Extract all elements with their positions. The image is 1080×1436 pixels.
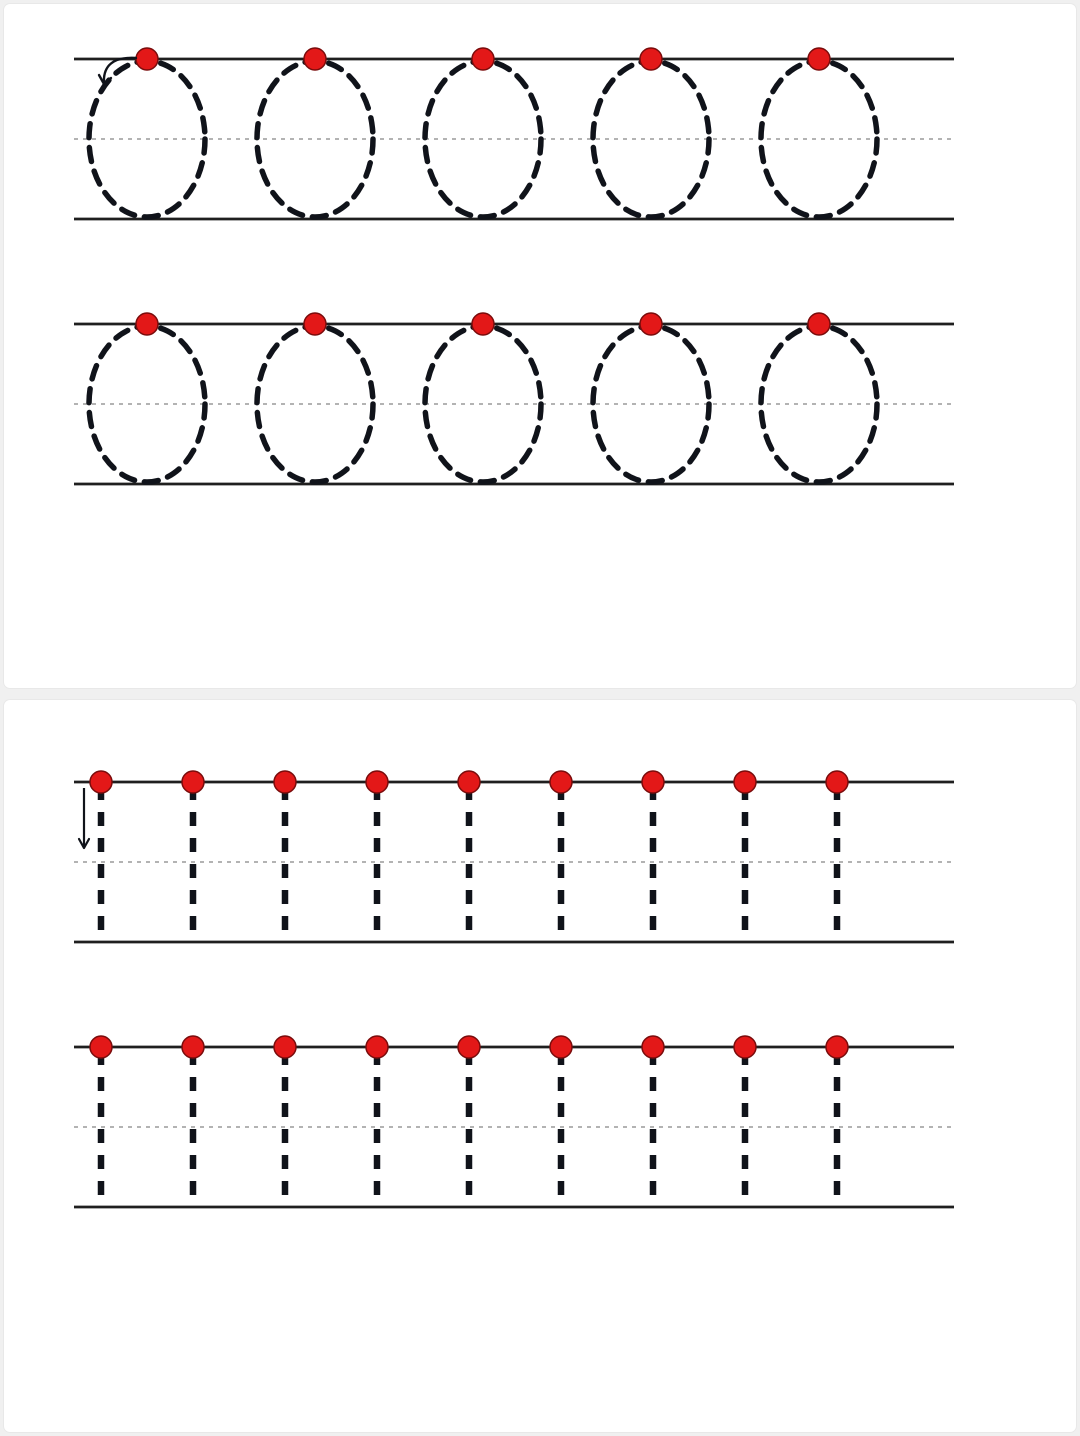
start-dot: [808, 48, 830, 70]
start-dot: [640, 313, 662, 335]
start-dot: [136, 313, 158, 335]
start-dot: [182, 1036, 204, 1058]
start-dot: [182, 771, 204, 793]
start-dot: [136, 48, 158, 70]
start-dot: [550, 1036, 572, 1058]
worksheet-svg: [4, 4, 1076, 688]
start-dot: [826, 1036, 848, 1058]
worksheet-container: [0, 0, 1080, 1436]
start-dot: [274, 771, 296, 793]
start-dot: [640, 48, 662, 70]
start-dot: [458, 771, 480, 793]
worksheet-page-lines: [4, 700, 1076, 1432]
start-dot: [366, 771, 388, 793]
start-dot: [472, 48, 494, 70]
start-dot: [304, 313, 326, 335]
start-dot: [90, 771, 112, 793]
start-dot: [808, 313, 830, 335]
worksheet-page-ovals: [4, 4, 1076, 688]
start-dot: [642, 1036, 664, 1058]
start-dot: [366, 1036, 388, 1058]
start-dot: [826, 771, 848, 793]
start-dot: [734, 1036, 756, 1058]
start-dot: [458, 1036, 480, 1058]
start-dot: [304, 48, 326, 70]
start-dot: [550, 771, 572, 793]
trace-oval: [425, 61, 541, 217]
start-dot: [274, 1036, 296, 1058]
worksheet-svg: [4, 700, 1076, 1432]
start-dot: [642, 771, 664, 793]
start-dot: [734, 771, 756, 793]
trace-oval: [425, 326, 541, 482]
start-dot: [472, 313, 494, 335]
start-dot: [90, 1036, 112, 1058]
